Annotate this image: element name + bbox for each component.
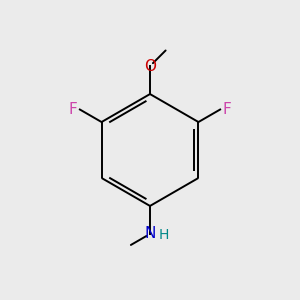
Text: H: H: [159, 228, 169, 242]
Text: O: O: [144, 58, 156, 74]
Text: N: N: [144, 226, 156, 242]
Text: F: F: [69, 102, 77, 117]
Text: F: F: [223, 102, 231, 117]
